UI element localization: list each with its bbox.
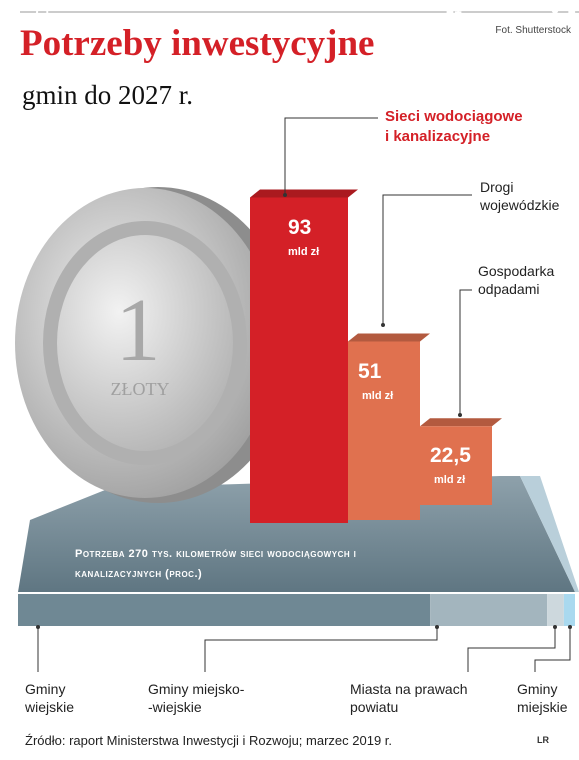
- stacked-title: Potrzeba 270 tys. kilometrów sieci wodoc…: [75, 548, 357, 580]
- platform-edge: [520, 476, 579, 592]
- value-label: 93: [288, 215, 312, 239]
- bar: [250, 197, 348, 523]
- bar: [420, 426, 492, 505]
- leader-dot: [458, 413, 462, 417]
- category-label: Gospodarka odpadami: [478, 263, 555, 297]
- bar-top: [348, 333, 430, 342]
- legend-label: Gminy miejsko- -wiejskie: [148, 681, 245, 715]
- legend-label: Miasta na prawach powiatu: [350, 681, 468, 715]
- value-label: 51: [358, 359, 382, 383]
- leader-dot: [381, 323, 385, 327]
- leader-line: [204, 627, 438, 672]
- coin-wreath: [43, 221, 247, 465]
- leader-dot: [553, 625, 557, 629]
- segment-label: 2: [567, 0, 576, 16]
- leader-dot: [36, 625, 40, 629]
- leader-line: [284, 117, 378, 195]
- unit-label: mld zł: [288, 245, 320, 258]
- legend-label: Gminy miejskie: [517, 681, 568, 715]
- leader-line: [534, 627, 571, 672]
- segment-label: 21: [446, 0, 462, 16]
- bar-top: [250, 189, 358, 198]
- category-label: Sieci wodociągowe i kanalizacyjne: [385, 108, 523, 145]
- stack-segment: [430, 594, 548, 626]
- segment-label: 3: [551, 0, 559, 16]
- unit-label: mld zł: [434, 474, 466, 487]
- subtitle: gmin do 2027 r.: [22, 80, 194, 110]
- leader-dot: [435, 625, 439, 629]
- stack-segment: [563, 594, 575, 626]
- legend-label: Gminy wiejskie: [25, 681, 75, 715]
- category-label: Drogi wojewódzkie: [480, 179, 560, 213]
- unit-label: mld zł: [362, 389, 394, 402]
- coin: 1 ZŁOTY: [15, 187, 293, 503]
- leader-dot: [283, 193, 287, 197]
- leader-dot: [568, 625, 572, 629]
- bar-top: [420, 418, 502, 427]
- leader-line: [459, 289, 472, 415]
- segment-label: 74: [34, 0, 50, 16]
- photo-credit: Fot. Shutterstock: [495, 25, 571, 36]
- bar: [348, 341, 420, 520]
- stack-segment: [18, 594, 431, 626]
- value-label: 22,5: [430, 444, 471, 468]
- title: Potrzeby inwestycyjne: [20, 23, 375, 64]
- stack-segment: [547, 594, 564, 626]
- signature: LR: [537, 735, 549, 745]
- leader-line: [382, 194, 472, 325]
- coin-text: ZŁOTY: [111, 379, 170, 399]
- leader-line: [467, 627, 556, 672]
- source: Źródło: raport Ministerstwa Inwestycji i…: [25, 733, 393, 748]
- coin-digit: 1: [116, 281, 161, 380]
